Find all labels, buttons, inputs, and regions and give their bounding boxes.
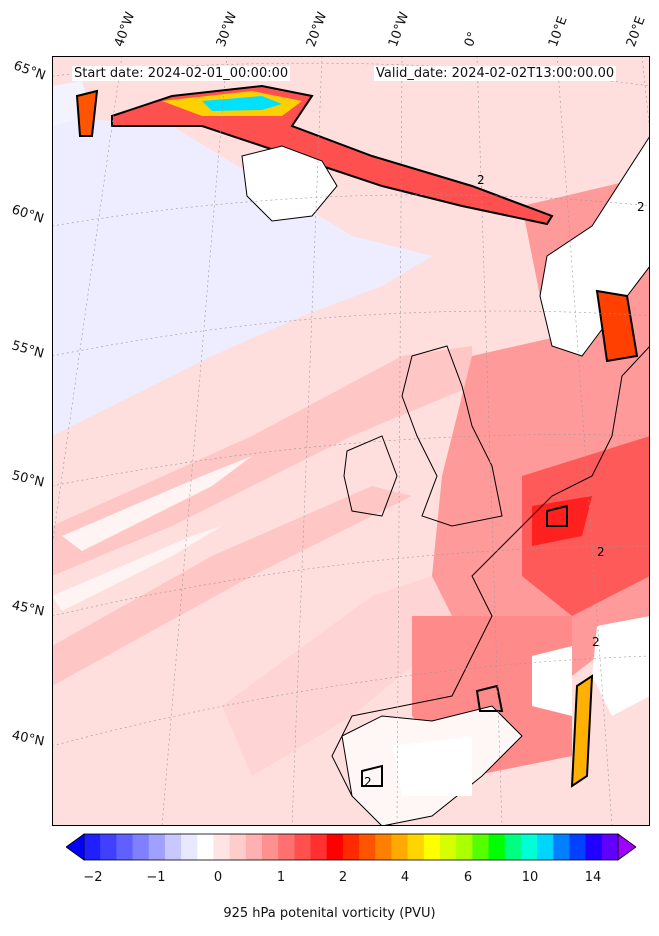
colorbar-swatch <box>164 834 182 860</box>
colorbar-swatch <box>181 834 198 860</box>
colorbar-extend-min <box>66 833 85 861</box>
contour-label: 2 <box>477 173 485 187</box>
high-pv-region <box>522 436 650 616</box>
colorbar-swatch <box>262 834 279 860</box>
lon-label: 20°W <box>303 10 331 49</box>
pv-contour <box>361 764 383 787</box>
colorbar-label: 925 hPa potenital vorticity (PVU) <box>223 906 436 921</box>
contour-label: 2 <box>597 545 605 559</box>
lon-label: 40°W <box>111 10 139 49</box>
lon-label: 20°E <box>623 14 649 50</box>
lon-label: 10°W <box>385 10 413 49</box>
colorbar-swatch <box>601 834 619 860</box>
valid-date-label: Valid_date: 2024-02-02T13:00:00.00 <box>374 66 617 81</box>
lon-label: 0° <box>461 29 482 49</box>
colorbar-swatch <box>423 834 441 860</box>
lat-label: 65°N <box>11 58 48 84</box>
colorbar-tick: 1 <box>276 870 286 885</box>
colorbar-swatch <box>456 834 473 860</box>
lon-label: 30°W <box>213 10 241 49</box>
low-pv-region <box>52 116 432 436</box>
lat-label: 55°N <box>9 338 46 362</box>
colorbar-swatch <box>553 834 570 860</box>
lat-label: 50°N <box>10 468 46 491</box>
colorbar-swatch <box>100 834 117 860</box>
start-date-label: Start date: 2024-02-01_00:00:00 <box>72 66 291 81</box>
colorbar-swatch <box>375 834 392 860</box>
pv-contour <box>546 504 568 527</box>
colorbar-tick: 2 <box>338 870 348 885</box>
colorbar-tick: 6 <box>463 870 473 885</box>
lat-label: 60°N <box>9 202 46 227</box>
colorbar-swatch <box>213 834 231 860</box>
contour-label: 2 <box>364 775 372 789</box>
colorbar-extend-max <box>617 833 636 861</box>
colorbar-swatch <box>326 834 344 860</box>
white-patch <box>392 736 472 796</box>
colorbar-swatch <box>537 834 554 860</box>
white-patch <box>532 646 572 716</box>
colorbar-swatch <box>585 834 603 860</box>
colorbar-swatch <box>440 834 457 860</box>
pv-streamer-core <box>75 89 99 137</box>
pv-contour <box>475 684 504 712</box>
colorbar-swatch <box>488 834 506 860</box>
map-panel: 2 2 2 2 2 <box>52 56 650 826</box>
colorbar-swatch <box>359 834 376 860</box>
high-pv-region <box>532 496 592 546</box>
ireland <box>343 435 398 517</box>
lon-label: 10°E <box>545 14 571 50</box>
colorbar-tick: 10 <box>521 870 539 885</box>
colorbar-swatch <box>391 834 409 860</box>
lat-label: 45°N <box>10 598 46 620</box>
colorbar-swatch <box>278 834 295 860</box>
pv-streamer-core <box>202 96 282 111</box>
pv-streamer <box>570 674 594 788</box>
colorbar-swatch <box>310 834 328 860</box>
colorbar-swatch <box>197 834 214 860</box>
colorbar-swatch <box>472 834 490 860</box>
colorbar-swatch <box>229 834 247 860</box>
pv-streamer <box>111 84 554 226</box>
colorbar-tick: 4 <box>400 870 410 885</box>
colorbar-swatch <box>116 834 134 860</box>
lat-label: 40°N <box>10 728 46 750</box>
pv-streak <box>52 526 222 611</box>
pv-band <box>52 346 472 576</box>
map-frame <box>52 56 650 826</box>
iceland <box>241 145 338 222</box>
colorbar-swatch <box>504 834 522 860</box>
contour-label: 2 <box>637 200 645 214</box>
colorbar-swatch <box>245 834 263 860</box>
great-britain <box>401 345 503 527</box>
colorbar-swatch <box>342 834 360 860</box>
pv-band <box>52 486 412 686</box>
pv-contour <box>595 289 639 363</box>
colorbar-swatch <box>407 834 425 860</box>
colorbar-tick: 14 <box>584 870 602 885</box>
colorbar <box>66 833 636 861</box>
colorbar-swatch <box>294 834 312 860</box>
contour-label: 2 <box>592 635 600 649</box>
colorbar-tick: −1 <box>146 870 166 885</box>
pv-band <box>222 576 472 776</box>
colorbar-swatch <box>132 834 150 860</box>
colorbar-swatch <box>520 834 538 860</box>
mainland-coast <box>331 345 650 826</box>
colorbar-swatch <box>84 834 101 860</box>
colorbar-swatch <box>148 834 166 860</box>
pv-streak <box>62 456 252 551</box>
white-patch <box>592 616 650 716</box>
colorbar-swatch <box>569 834 587 860</box>
colorbar-tick: −2 <box>83 870 103 885</box>
colorbar-tick: 0 <box>213 870 223 885</box>
